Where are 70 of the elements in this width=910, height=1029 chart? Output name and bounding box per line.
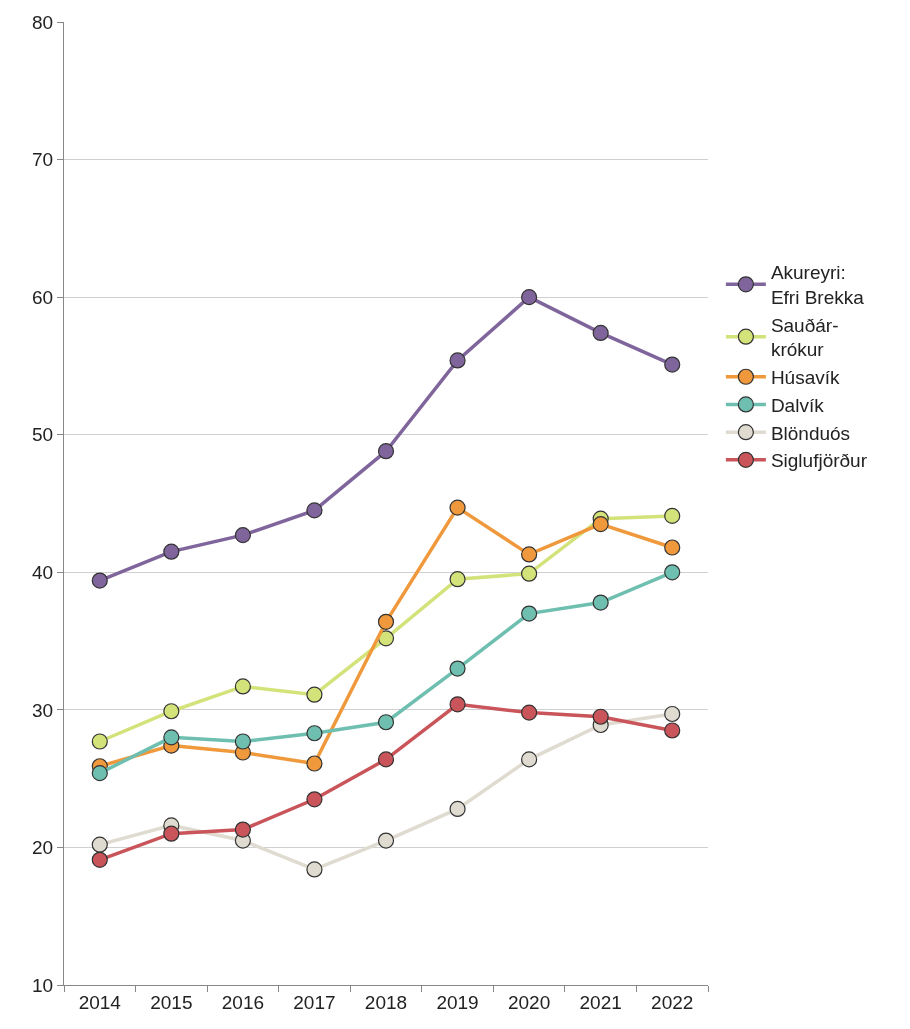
legend-label: Akureyri: Efri Brekka bbox=[770, 262, 865, 309]
point bbox=[664, 705, 681, 723]
point bbox=[163, 543, 180, 560]
x-tick-label: 2018 bbox=[364, 991, 408, 1013]
y-tick-label: 10 bbox=[31, 974, 54, 996]
point bbox=[91, 836, 108, 853]
legend-label: Siglufjörður bbox=[770, 450, 868, 472]
point bbox=[91, 765, 108, 782]
point bbox=[521, 565, 538, 582]
point bbox=[234, 733, 251, 750]
x-tick-label: 2022 bbox=[651, 991, 694, 1013]
point bbox=[377, 714, 395, 731]
x-tick-label: 2014 bbox=[78, 991, 122, 1013]
point bbox=[521, 751, 538, 768]
point bbox=[306, 861, 323, 878]
point bbox=[449, 696, 466, 713]
point bbox=[377, 832, 395, 849]
point bbox=[306, 502, 323, 519]
point bbox=[91, 733, 108, 750]
point bbox=[234, 527, 251, 544]
y-tick-label: 50 bbox=[31, 424, 54, 446]
x-tick-label: 2021 bbox=[579, 991, 622, 1013]
x-tick-label: 2016 bbox=[221, 991, 265, 1013]
point bbox=[592, 324, 609, 341]
point bbox=[449, 499, 466, 516]
point bbox=[234, 678, 251, 695]
point bbox=[449, 571, 466, 588]
point bbox=[377, 443, 395, 460]
y-tick-label: 40 bbox=[31, 561, 54, 583]
y-tick-label: 20 bbox=[31, 837, 54, 859]
point bbox=[592, 516, 609, 533]
legend-label: Sauðár- krókur bbox=[770, 314, 839, 361]
legend-label: Húsavík bbox=[770, 367, 841, 389]
point bbox=[306, 686, 323, 703]
point bbox=[163, 729, 180, 746]
point bbox=[664, 507, 681, 524]
point bbox=[163, 703, 180, 720]
point bbox=[521, 704, 538, 721]
point bbox=[449, 660, 466, 677]
x-tick-label: 2019 bbox=[436, 991, 479, 1013]
y-tick-label: 70 bbox=[31, 149, 54, 171]
point bbox=[306, 755, 323, 772]
x-tick-label: 2017 bbox=[293, 991, 336, 1013]
y-tick-label: 30 bbox=[31, 699, 54, 721]
point bbox=[449, 352, 466, 369]
point bbox=[377, 613, 395, 630]
y-tick-label: 80 bbox=[31, 11, 54, 33]
point bbox=[306, 725, 323, 742]
point bbox=[521, 289, 538, 306]
point bbox=[234, 821, 251, 838]
point bbox=[664, 722, 681, 739]
point bbox=[592, 594, 609, 611]
legend-label: Blönduós bbox=[770, 422, 851, 444]
point bbox=[664, 539, 681, 556]
point bbox=[521, 605, 538, 622]
point bbox=[91, 851, 108, 868]
point bbox=[664, 564, 681, 581]
x-tick-label: 2015 bbox=[150, 991, 193, 1013]
point bbox=[163, 825, 180, 842]
point bbox=[521, 546, 538, 563]
y-tick-label: 60 bbox=[31, 286, 54, 308]
point bbox=[377, 630, 395, 647]
point bbox=[91, 572, 108, 589]
legend-label: Dalvík bbox=[770, 394, 825, 416]
point bbox=[377, 751, 395, 768]
x-tick-label: 2020 bbox=[507, 991, 551, 1013]
point bbox=[592, 708, 609, 725]
point bbox=[306, 791, 323, 808]
point bbox=[664, 356, 681, 373]
point bbox=[449, 800, 466, 817]
